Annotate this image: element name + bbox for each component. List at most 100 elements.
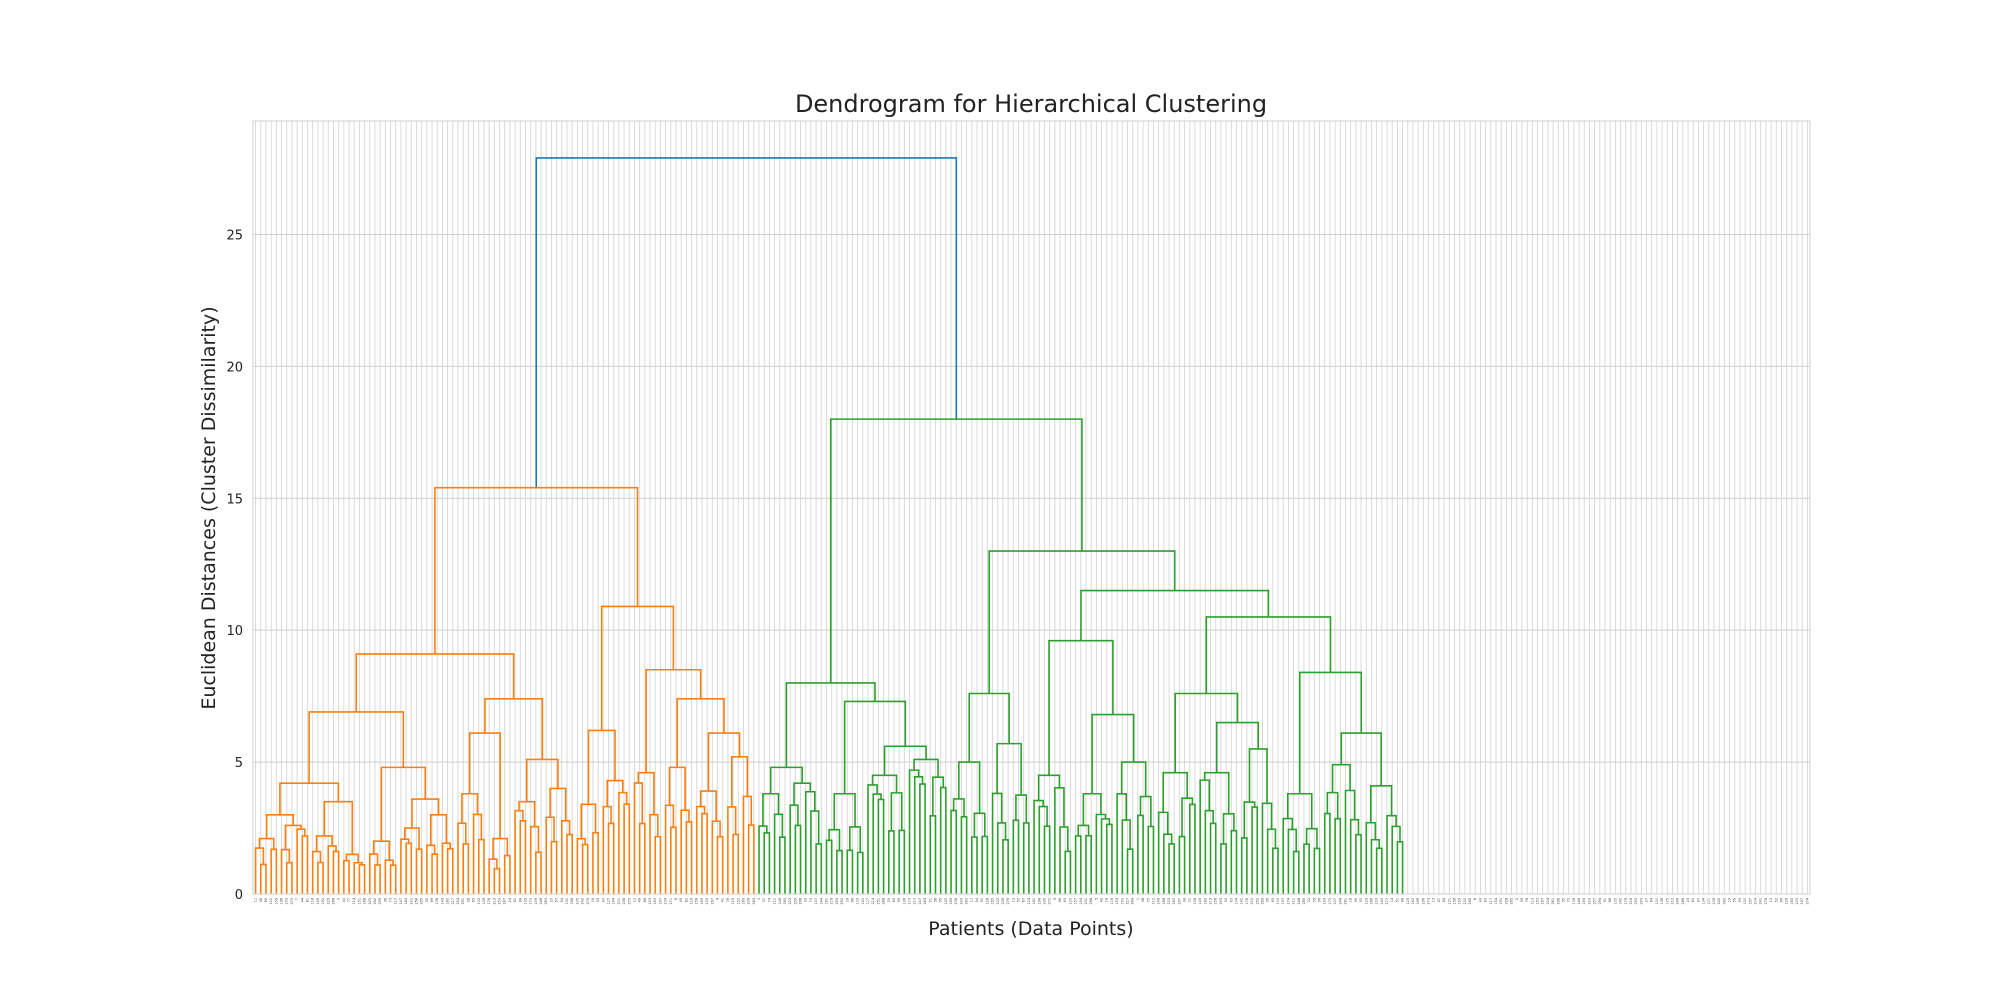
dendrogram-link [1292,850,1300,894]
leaf-label: 70 [809,898,813,902]
leaf-label: 251 [876,898,880,904]
dendrogram-link [1209,822,1217,894]
dendrogram-link [680,809,690,894]
leaf-label: 132 [944,898,948,904]
dendrogram-link [1370,838,1381,894]
leaf-label: 233 [285,898,289,904]
leaf-label: 289 [1260,898,1264,904]
leaf-label: 33 [804,898,808,902]
dendrogram-link [1303,843,1310,894]
dendrogram-link [1391,825,1401,894]
leaf-label: 296 [799,898,803,904]
dendrogram-link [270,848,278,894]
dendrogram-link [1074,835,1082,894]
dendrogram-link [1305,827,1318,849]
leaf-label: 239 [1001,898,1005,904]
leaf-label: 259 [793,898,797,904]
dendrogram-link [1077,824,1090,836]
leaf-label: 71 [1188,898,1192,902]
leaf-label: 134 [1702,898,1706,904]
dendrogram-link [514,809,524,894]
dendrogram-link [996,742,1022,796]
dendrogram-link [1298,671,1363,794]
x-axis-label: Patients (Data Points) [928,918,1133,940]
leaf-label: 244 [1338,898,1342,904]
leaf-label: 147 [399,898,403,904]
leaf-label: 41 [721,898,725,902]
dendrogram-link [833,792,856,830]
dendrogram-link [645,668,702,773]
horizontal-grid [253,233,1810,895]
leaf-label: 287 [503,898,507,904]
leaf-label: 107 [814,898,818,904]
dendrogram-link [1204,809,1214,894]
leaf-label: 83 [1063,898,1067,902]
dendrogram-link [372,840,391,861]
dendrogram-link [493,867,501,894]
dendrogram-link [1222,813,1235,844]
leaf-label: 171 [1707,898,1711,904]
leaf-label: 98 [518,898,522,902]
leaf-label: 117 [1489,898,1493,904]
dendrogram-link [405,842,413,894]
leaf-label: 196 [280,898,284,904]
dendrogram-link [991,792,1003,894]
leaf-label: 66 [850,898,854,902]
dendrogram-link [308,711,405,784]
leaf-label: 47 [1437,898,1441,902]
leaf-label: 240 [1380,898,1384,904]
dendrogram-link [1286,792,1313,829]
dendrogram-link [345,853,359,863]
dendrogram-link [730,756,749,807]
leaf-label: 10 [1432,898,1436,902]
dendrogram-link [1365,821,1377,894]
leaf-label: 192 [321,898,325,904]
leaf-label: 21 [928,898,932,902]
dendrogram-link [519,820,527,894]
dendrogram-link [1323,812,1331,894]
dendrogram-link [1059,826,1069,894]
dendrogram-link [545,816,555,894]
leaf-label: 153 [1115,898,1119,904]
dendrogram-link [525,758,559,802]
leaf-label: 168 [570,898,574,904]
leaf-label: 181 [824,898,828,904]
dendrogram-link [829,418,1083,683]
leaf-label: 254 [456,898,460,904]
leaf-label: 253 [1634,898,1638,904]
dendrogram-link [529,825,540,894]
leaf-label: 72 [1567,898,1571,902]
y-tick-label: 25 [226,228,243,243]
leaf-label: 257 [1593,898,1597,904]
leaf-label: 235 [1042,898,1046,904]
leaf-label: 281 [1343,898,1347,904]
leaf-label: 260 [1172,898,1176,904]
leaf-label: 189 [741,898,745,904]
leaf-label: 81 [305,898,309,902]
leaf-label: 144 [819,898,823,904]
leaf-label: 49 [638,898,642,902]
dendrogram-link [1340,732,1382,786]
leaf-label: 220 [1587,898,1591,904]
leaf-label: 53 [596,898,600,902]
leaf-label: 78 [726,898,730,902]
dendrogram-link [968,692,1010,763]
dendrogram-link [600,605,675,731]
leaf-label: 122 [269,898,273,904]
dendrogram-link [374,864,381,894]
dendrogram-link [457,822,467,894]
leaf-label: 195 [1458,898,1462,904]
leaf-label: 184 [404,898,408,904]
leaf-label: 15 [1769,898,1773,902]
dendrogram-link [380,766,427,842]
leaf-label: 67 [1229,898,1233,902]
y-tick-label: 20 [226,360,243,375]
dendrogram-link [1261,802,1273,894]
leaf-label: 167 [1748,898,1752,904]
leaf-label: 6 [1473,898,1477,900]
dendrogram-link [727,806,737,894]
leaf-label: 51 [1395,898,1399,902]
leaf-label: 97 [1696,898,1700,902]
y-tick-label: 0 [235,888,243,903]
